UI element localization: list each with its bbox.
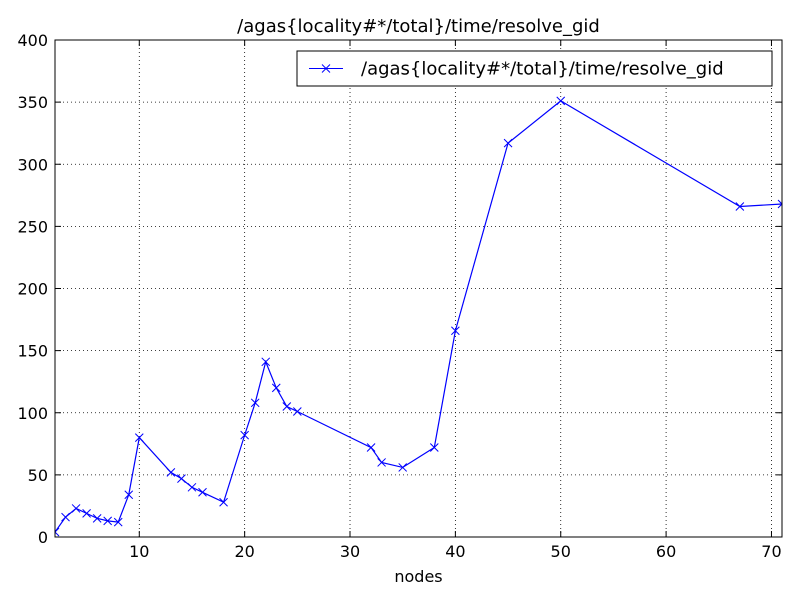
plot-area [55,40,782,537]
data-point-marker [398,463,408,472]
data-point-marker [250,398,260,408]
chart-title: /agas{locality#*/total}/time/resolve_gid [237,16,600,37]
data-point-marker [777,199,782,209]
y-tick-label: 150 [17,342,48,361]
data-point-marker [103,516,113,526]
data-point-marker [198,487,207,497]
data-point-marker [55,527,60,537]
data-point-marker [166,468,176,477]
data-point-marker [282,402,292,411]
data-point-marker [735,202,745,211]
legend-label: /agas{locality#*/total}/time/resolve_gid [361,59,724,80]
data-point-marker [61,512,70,522]
data-point-marker [556,96,566,106]
x-axis-title: nodes [394,567,442,586]
y-tick-label: 0 [38,528,48,547]
x-tick-label: 40 [445,542,465,561]
y-tick-label: 200 [17,280,48,299]
data-point-marker [71,504,81,513]
legend-box [296,50,773,87]
data-point-marker [292,407,302,416]
y-tick-label: 250 [17,217,48,236]
x-tick-label: 20 [234,542,254,561]
series-layer [55,96,782,537]
data-point-marker [134,433,144,442]
y-tick-label: 50 [28,466,48,485]
data-point-marker [271,383,281,393]
data-point-marker [377,458,386,467]
data-point-marker [261,357,271,367]
data-point-marker [429,443,439,452]
data-point-marker [240,430,250,440]
data-point-marker [219,497,228,507]
axis-ticks: 10 20 30 40 50 60 70 0 50 100 150 200 250 300 350 400 [17,31,782,561]
y-tick-label: 350 [17,93,48,112]
data-point-marker [187,482,197,492]
y-tick-label: 100 [17,404,48,423]
y-tick-label: 400 [17,31,48,50]
data-point-marker [124,490,134,500]
legend-marker-x [321,64,331,73]
data-point-marker [92,514,102,523]
data-point-marker [503,138,513,148]
x-tick-label: 50 [551,542,571,561]
x-tick-label: 10 [129,542,149,561]
data-point-marker [113,517,123,527]
legend: /agas{locality#*/total}/time/resolve_gid [296,50,773,87]
x-tick-label: 30 [340,542,360,561]
x-tick-label: 60 [656,542,676,561]
data-point-marker [177,474,186,483]
data-point-marker [82,509,91,518]
data-point-marker [451,326,460,336]
data-point-marker [366,443,376,452]
x-tick-label: 70 [761,542,781,561]
y-tick-label: 300 [17,155,48,174]
grid-lines [55,39,782,538]
